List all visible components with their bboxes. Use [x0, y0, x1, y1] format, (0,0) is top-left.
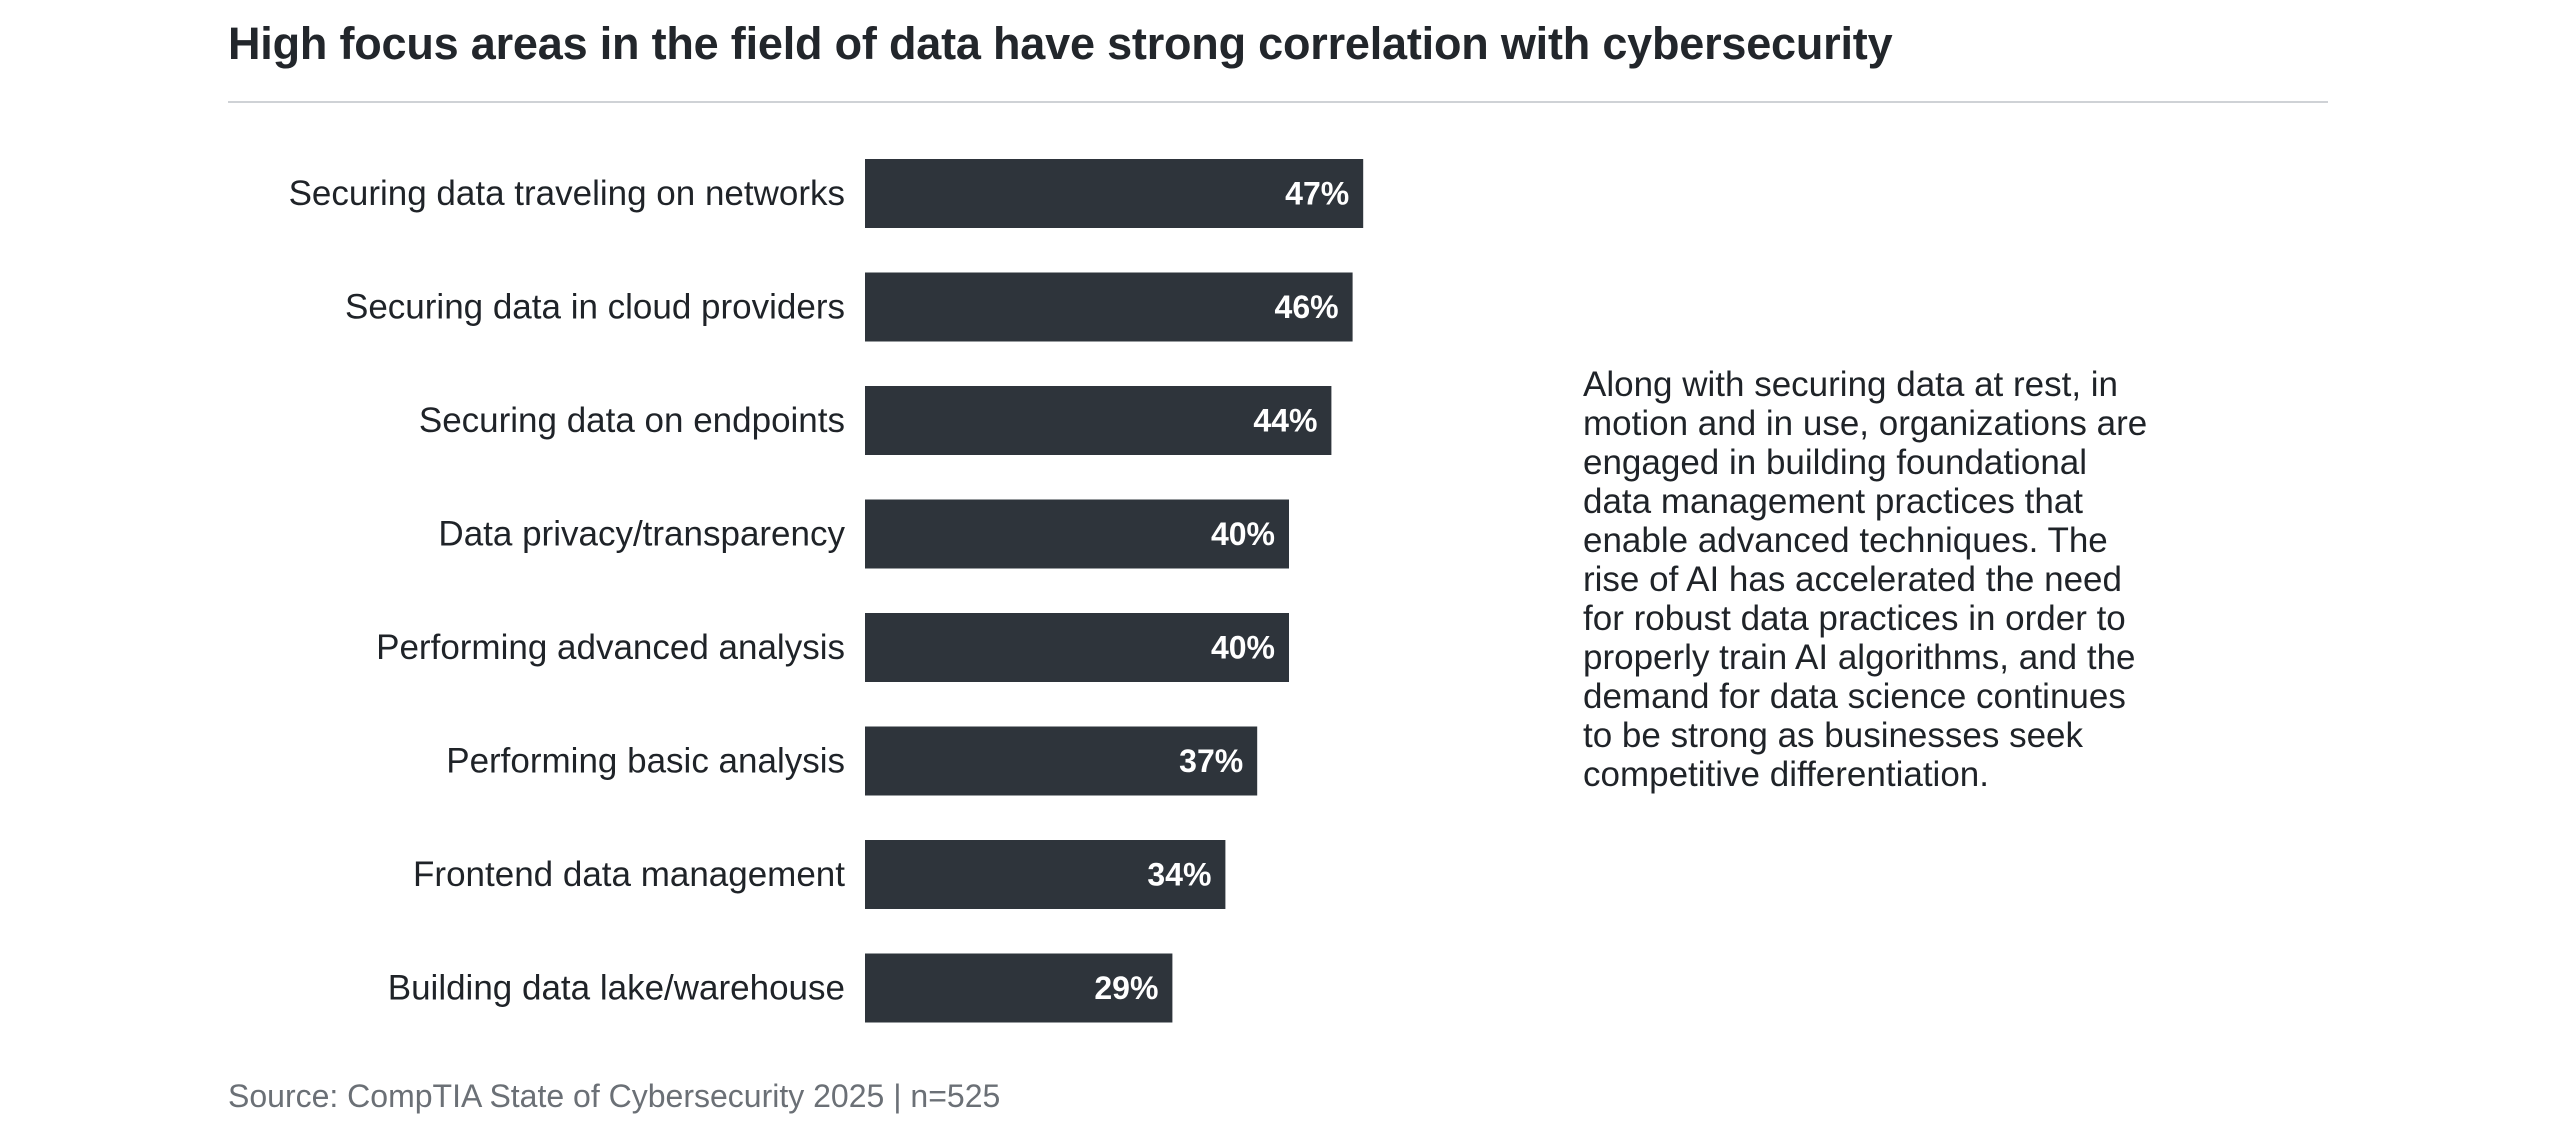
- bar: [865, 613, 1289, 682]
- category-label: Frontend data management: [413, 855, 845, 894]
- category-label: Building data lake/warehouse: [388, 969, 845, 1008]
- category-label: Securing data on endpoints: [419, 401, 845, 440]
- callout-text: Along with securing data at rest, in mot…: [1583, 365, 2148, 794]
- bar-value-label: 34%: [1147, 857, 1211, 893]
- bar: [865, 726, 1258, 796]
- title-divider: [228, 101, 2328, 103]
- category-label: Securing data traveling on networks: [289, 174, 845, 213]
- bar: [865, 272, 1353, 342]
- bar-value-label: 47%: [1285, 176, 1349, 212]
- bar-value-label: 37%: [1179, 743, 1243, 779]
- chart-title: High focus areas in the field of data ha…: [228, 18, 1893, 69]
- category-label: Performing basic analysis: [446, 742, 845, 781]
- category-label: Performing advanced analysis: [376, 628, 845, 667]
- category-label: Securing data in cloud providers: [345, 288, 845, 327]
- bar-value-label: 40%: [1211, 630, 1275, 666]
- bar: [865, 840, 1226, 909]
- bar-value-label: 29%: [1094, 970, 1158, 1006]
- category-label: Data privacy/transparency: [438, 515, 845, 554]
- bar: [865, 159, 1364, 228]
- bar: [865, 499, 1289, 569]
- bar: [865, 953, 1173, 1023]
- bar: [865, 386, 1332, 455]
- bar-value-label: 44%: [1253, 403, 1317, 439]
- bar-value-label: 40%: [1211, 516, 1275, 552]
- bar-value-label: 46%: [1275, 289, 1339, 325]
- source-note: Source: CompTIA State of Cybersecurity 2…: [228, 1078, 1001, 1114]
